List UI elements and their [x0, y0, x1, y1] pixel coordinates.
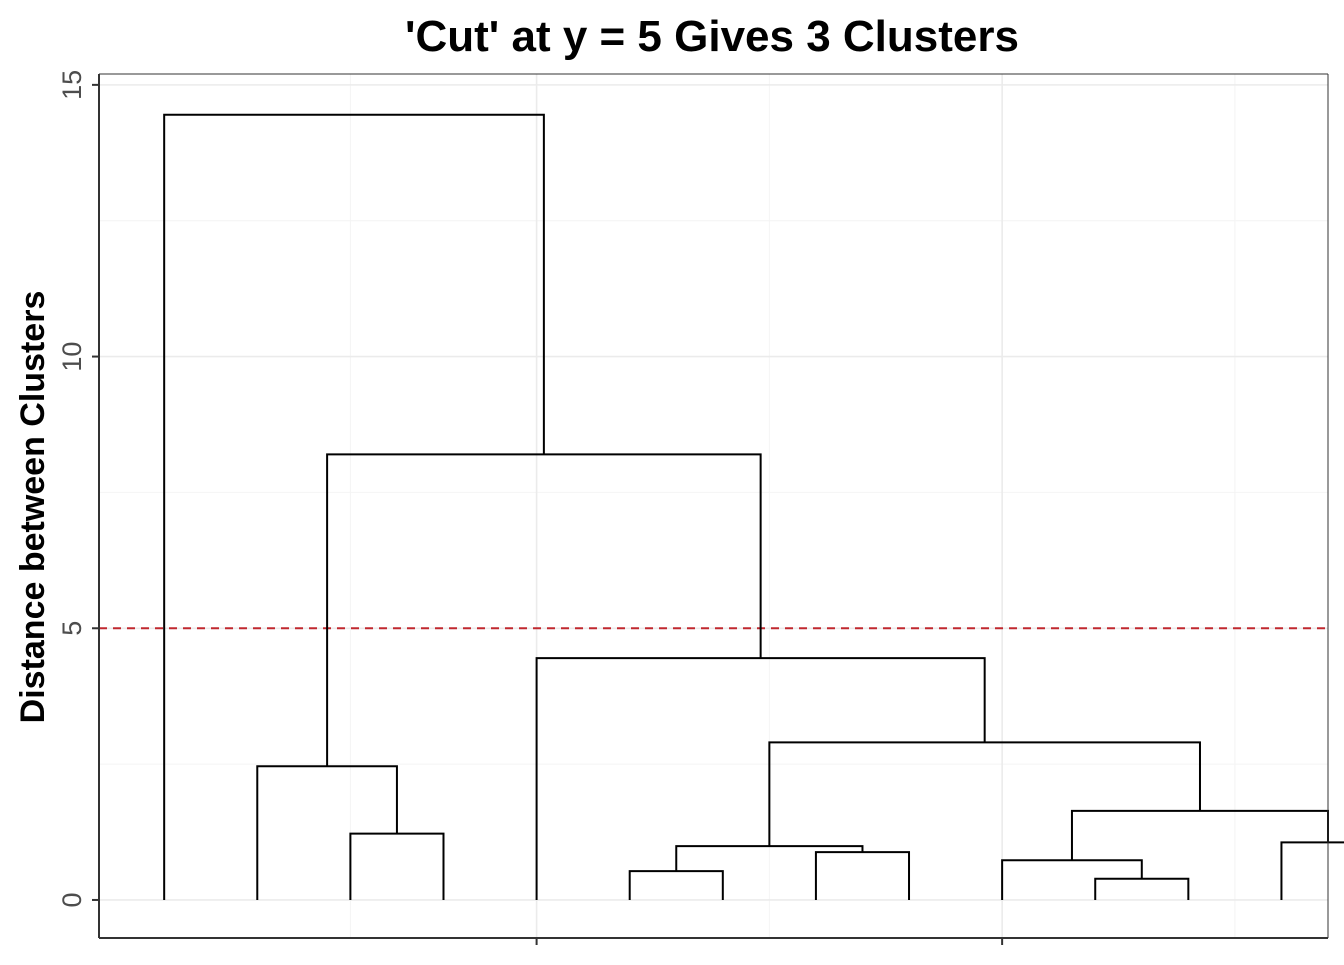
y-tick-label: 15 — [57, 70, 87, 100]
y-axis-label: Distance between Clusters — [14, 291, 52, 724]
dendrogram-branch — [256, 765, 398, 900]
y-tick-label: 10 — [57, 342, 87, 372]
dendrogram-branches — [163, 113, 1344, 900]
dendrogram-branch — [1001, 859, 1143, 900]
grid — [99, 74, 1328, 938]
dendrogram-branch — [1280, 841, 1344, 900]
dendrogram-branch — [1094, 877, 1190, 900]
chart-title: 'Cut' at y = 5 Gives 3 Clusters — [405, 12, 1019, 61]
dendrogram-branch — [163, 113, 545, 900]
dendrogram-branch — [768, 741, 1201, 847]
dendrogram-branch — [535, 657, 986, 900]
dendrogram-branch — [814, 851, 911, 900]
y-tick-label: 5 — [57, 621, 87, 636]
dendrogram-branch — [1070, 809, 1329, 861]
axes: 0 5 10 15 — [57, 70, 1329, 945]
dendrogram-branch — [628, 870, 724, 900]
dendrogram-branch — [349, 832, 445, 900]
dendrogram-branch — [326, 453, 762, 767]
y-tick-label: 0 — [57, 892, 87, 907]
